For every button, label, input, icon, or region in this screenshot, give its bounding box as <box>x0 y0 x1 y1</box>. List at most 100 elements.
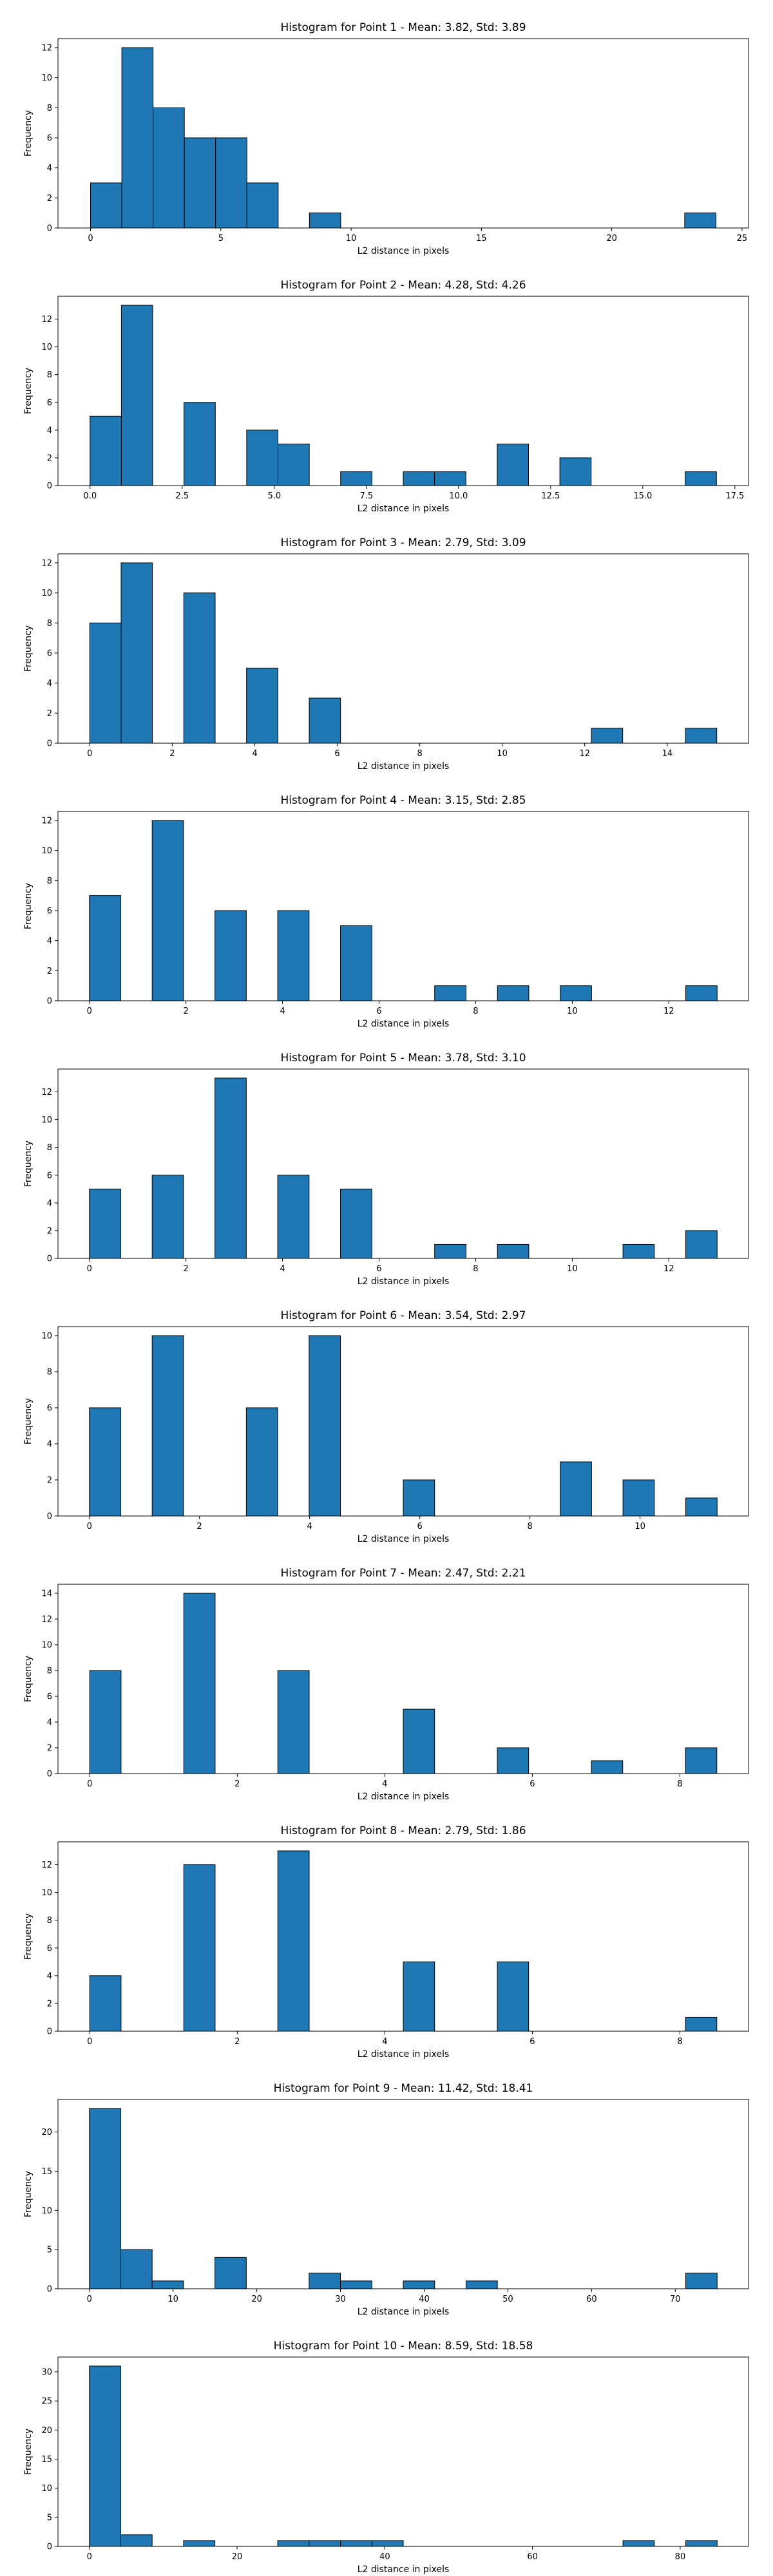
histogram-bar <box>246 667 278 744</box>
y-tick-label: 10 <box>41 1115 52 1125</box>
histogram-bar <box>403 1479 435 1517</box>
y-tick-label: 4 <box>47 1971 52 1981</box>
y-tick-label: 4 <box>47 1198 52 1208</box>
y-tick-label: 2 <box>47 194 52 204</box>
y-tick-label: 30 <box>41 2368 52 2378</box>
plot-frame <box>57 553 749 744</box>
x-tick-label: 5.0 <box>267 491 281 501</box>
y-tick-label: 8 <box>47 1368 52 1378</box>
chart-title: Histogram for Point 6 - Mean: 3.54, Std:… <box>280 1309 526 1322</box>
x-tick-label: 6 <box>530 1779 535 1789</box>
x-tick-label: 60 <box>586 2295 597 2304</box>
x-axis-label: L2 distance in pixels <box>358 2307 450 2317</box>
histogram-bar <box>151 1335 184 1517</box>
chart-title: Histogram for Point 7 - Mean: 2.47, Std:… <box>280 1567 526 1580</box>
chart-title: Histogram for Point 2 - Mean: 4.28, Std:… <box>280 279 526 292</box>
y-tick-label: 0 <box>47 739 52 749</box>
y-tick-label: 0 <box>47 2285 52 2295</box>
plot-frame <box>57 2356 749 2547</box>
y-axis-label: Frequency <box>23 110 33 156</box>
y-tick-label: 10 <box>41 1641 52 1651</box>
x-tick-label: 10 <box>635 1522 645 1531</box>
x-tick-label: 2 <box>184 1264 189 1274</box>
x-tick-label: 20 <box>606 234 617 243</box>
y-tick-label: 15 <box>41 2455 52 2465</box>
histogram-bar <box>622 1244 655 1259</box>
y-tick-label: 6 <box>47 649 52 659</box>
histogram-bar <box>121 47 154 229</box>
y-tick-label: 12 <box>41 559 52 569</box>
x-tick-label: 8 <box>473 1007 478 1016</box>
histogram-bar <box>215 1077 247 1259</box>
y-tick-label: 12 <box>41 1615 52 1625</box>
histogram-bar <box>685 2273 718 2289</box>
histogram-bar <box>434 471 466 486</box>
x-tick-label: 20 <box>251 2295 262 2304</box>
histogram-bar <box>309 1335 341 1517</box>
x-tick-label: 4 <box>280 1007 285 1016</box>
y-tick-label: 8 <box>47 876 52 886</box>
x-axis-label: L2 distance in pixels <box>358 1019 450 1029</box>
x-axis-label: L2 distance in pixels <box>358 1276 450 1287</box>
histogram-chart: 0 2 4 6 8 10 12 0 2 4 6 8 10 12 Histogram for Point 4 … <box>23 794 749 1029</box>
x-axis-label: L2 distance in pixels <box>358 504 450 514</box>
y-tick-label: 20 <box>41 2426 52 2436</box>
histogram-bar <box>340 2280 372 2289</box>
y-tick-label: 0 <box>47 1770 52 1779</box>
histogram-bar <box>151 1175 184 1259</box>
x-tick-label: 0 <box>87 1522 92 1531</box>
x-tick-label: 0.0 <box>83 491 97 501</box>
histogram-bar <box>183 1593 216 1774</box>
histogram-bar <box>622 1479 655 1517</box>
histogram-bar <box>246 182 279 229</box>
histogram-bar <box>89 1975 122 2032</box>
x-tick-label: 5 <box>218 234 224 243</box>
histogram-bar <box>90 415 122 486</box>
y-tick-label: 0 <box>47 2027 52 2037</box>
plot-frame <box>57 1068 749 1259</box>
x-tick-label: 8 <box>527 1522 532 1531</box>
y-tick-label: 6 <box>47 907 52 916</box>
histogram-bar <box>684 213 716 229</box>
y-tick-label: 2 <box>47 1226 52 1236</box>
x-tick-label: 25 <box>737 234 748 243</box>
histogram-bar <box>246 430 279 486</box>
chart-title: Histogram for Point 5 - Mean: 3.78, Std:… <box>280 1052 526 1065</box>
histogram-bar <box>153 107 185 229</box>
x-tick-label: 40 <box>419 2295 430 2304</box>
y-tick-label: 4 <box>47 936 52 946</box>
y-tick-label: 12 <box>41 1861 52 1870</box>
histogram-bar <box>277 1175 310 1259</box>
y-tick-label: 12 <box>41 1088 52 1097</box>
y-tick-label: 10 <box>41 589 52 598</box>
y-tick-label: 5 <box>47 2246 52 2255</box>
x-axis-label: L2 distance in pixels <box>358 246 450 256</box>
y-tick-label: 2 <box>47 1999 52 2009</box>
y-tick-label: 0 <box>47 997 52 1007</box>
histogram-bar <box>685 2016 718 2032</box>
x-axis-label: L2 distance in pixels <box>358 1792 450 1802</box>
histogram-bar <box>403 2280 435 2289</box>
histogram-bar <box>434 1244 466 1259</box>
y-tick-label: 8 <box>47 619 52 629</box>
histogram-chart: 0.0 2.5 5.0 7.5 10.0 12.5 15.0 17.5 0 2 4 6 8 10 12 His… <box>23 279 749 514</box>
chart-title: Histogram for Point 1 - Mean: 3.82, Std:… <box>280 21 526 34</box>
histogram-chart: 0 2 4 6 8 10 0 2 4 6 8 10 Histogram for Point 6 - Me… <box>23 1309 749 1544</box>
histogram-bar <box>559 457 592 486</box>
histogram-bar <box>403 1961 435 2032</box>
y-tick-label: 0 <box>47 1255 52 1264</box>
x-tick-label: 4 <box>280 1264 285 1274</box>
x-tick-label: 40 <box>379 2552 390 2562</box>
y-tick-label: 6 <box>47 1692 52 1702</box>
x-tick-label: 10 <box>567 1007 578 1016</box>
histogram-bar <box>215 910 247 1001</box>
x-tick-label: 60 <box>527 2552 538 2562</box>
y-axis-label: Frequency <box>23 1656 33 1702</box>
histogram-bar <box>685 1497 718 1517</box>
x-tick-label: 4 <box>252 749 257 759</box>
histogram-bar <box>89 2108 121 2289</box>
y-tick-label: 2 <box>47 453 52 463</box>
x-tick-label: 30 <box>335 2295 346 2304</box>
histogram-bar <box>278 443 310 486</box>
